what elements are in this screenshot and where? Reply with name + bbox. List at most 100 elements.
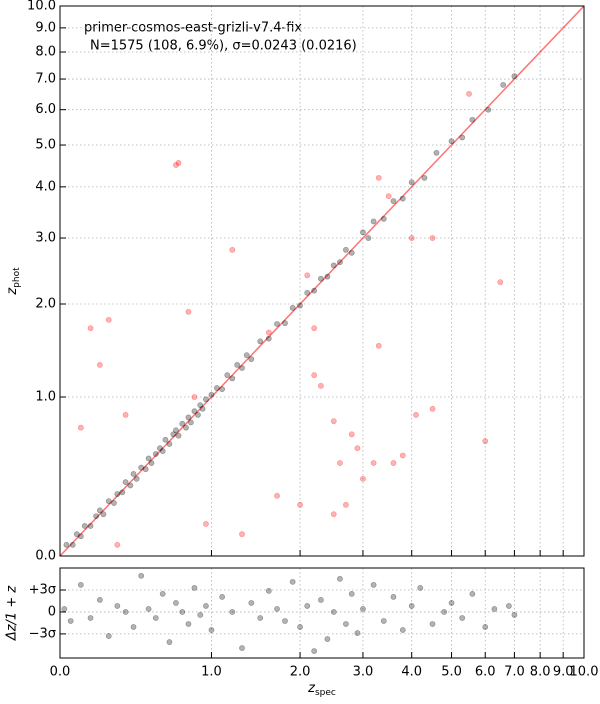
point bbox=[138, 572, 145, 579]
plot-frame bbox=[59, 567, 585, 659]
point bbox=[365, 235, 372, 241]
point bbox=[152, 615, 159, 621]
point bbox=[330, 418, 337, 425]
y-tick-label: 9.0 bbox=[35, 20, 56, 35]
point bbox=[239, 645, 245, 651]
point bbox=[360, 606, 366, 612]
point bbox=[390, 460, 397, 466]
y-axis-label: zphot bbox=[5, 267, 22, 296]
point bbox=[185, 308, 192, 315]
point bbox=[417, 584, 424, 591]
point bbox=[93, 513, 100, 520]
point bbox=[114, 541, 121, 548]
point bbox=[380, 215, 387, 222]
point bbox=[87, 615, 94, 621]
point bbox=[105, 316, 112, 323]
point bbox=[282, 618, 288, 624]
point bbox=[96, 507, 103, 514]
point bbox=[183, 424, 189, 431]
point bbox=[289, 578, 296, 585]
point bbox=[197, 402, 204, 409]
plot-frame bbox=[59, 5, 585, 557]
point bbox=[348, 590, 355, 597]
point bbox=[229, 246, 236, 253]
point bbox=[265, 335, 272, 342]
point bbox=[330, 511, 337, 518]
point bbox=[469, 590, 476, 597]
y-tick-label: 0 bbox=[48, 604, 56, 619]
point bbox=[77, 424, 84, 431]
y-axis-label-subscript: phot bbox=[12, 267, 22, 288]
point bbox=[399, 452, 406, 459]
point bbox=[187, 419, 194, 426]
point bbox=[105, 633, 112, 639]
point bbox=[127, 482, 134, 489]
point bbox=[337, 259, 343, 266]
point bbox=[63, 541, 70, 548]
point bbox=[469, 116, 476, 123]
point bbox=[122, 479, 129, 486]
point bbox=[265, 329, 272, 336]
point bbox=[213, 385, 220, 391]
y-tick-label: +3σ bbox=[29, 583, 56, 598]
point bbox=[318, 275, 324, 282]
point bbox=[375, 174, 382, 181]
x-tick-label: 8.0 bbox=[530, 665, 551, 680]
point bbox=[385, 193, 392, 200]
point bbox=[77, 533, 84, 540]
point bbox=[185, 621, 192, 627]
point bbox=[73, 531, 80, 538]
point bbox=[257, 615, 264, 621]
point bbox=[343, 621, 349, 627]
point bbox=[297, 501, 303, 508]
y-tick-label: 7.0 bbox=[35, 72, 56, 87]
x-tick-label: 0.0 bbox=[50, 665, 71, 680]
point bbox=[96, 597, 103, 603]
point bbox=[199, 405, 206, 412]
point bbox=[203, 396, 209, 403]
point bbox=[219, 386, 226, 393]
point bbox=[324, 636, 331, 642]
point bbox=[173, 162, 179, 168]
point bbox=[311, 372, 318, 379]
point bbox=[500, 81, 507, 88]
point bbox=[130, 471, 137, 477]
point bbox=[145, 606, 152, 612]
point bbox=[337, 460, 343, 466]
point bbox=[282, 320, 288, 327]
x-tick-label: 9.0 bbox=[553, 665, 574, 680]
point bbox=[239, 365, 245, 371]
y-tick-label: 6.0 bbox=[35, 102, 56, 117]
residual-axis-label: Δz/1 + z bbox=[5, 585, 20, 642]
x-tick-label: 10.0 bbox=[570, 665, 599, 680]
point bbox=[433, 149, 440, 156]
point bbox=[311, 325, 318, 332]
point bbox=[311, 648, 318, 654]
point bbox=[203, 521, 209, 527]
point bbox=[170, 431, 177, 438]
x-tick-label: 1.0 bbox=[201, 665, 222, 680]
point bbox=[360, 475, 366, 482]
point bbox=[105, 498, 112, 505]
x-tick-label: 4.0 bbox=[401, 665, 422, 680]
y-tick-label: 0.0 bbox=[35, 549, 56, 564]
point bbox=[466, 90, 472, 97]
point bbox=[166, 441, 173, 447]
point bbox=[122, 609, 129, 615]
point bbox=[482, 624, 489, 630]
y-axis-label-symbol: z bbox=[5, 287, 20, 296]
x-axis-label: zspec bbox=[307, 681, 336, 698]
point bbox=[248, 600, 255, 606]
y-tick-label: −3σ bbox=[29, 626, 56, 641]
x-axis-label-symbol: z bbox=[307, 681, 316, 696]
point bbox=[122, 411, 129, 418]
point bbox=[148, 460, 155, 466]
point bbox=[459, 134, 466, 141]
point bbox=[360, 229, 366, 236]
point bbox=[370, 460, 377, 466]
x-tick-label: 3.0 bbox=[353, 665, 374, 680]
y-tick-label: 8.0 bbox=[35, 45, 56, 60]
point bbox=[239, 531, 245, 538]
y-tick-label: 10.0 bbox=[27, 0, 56, 14]
